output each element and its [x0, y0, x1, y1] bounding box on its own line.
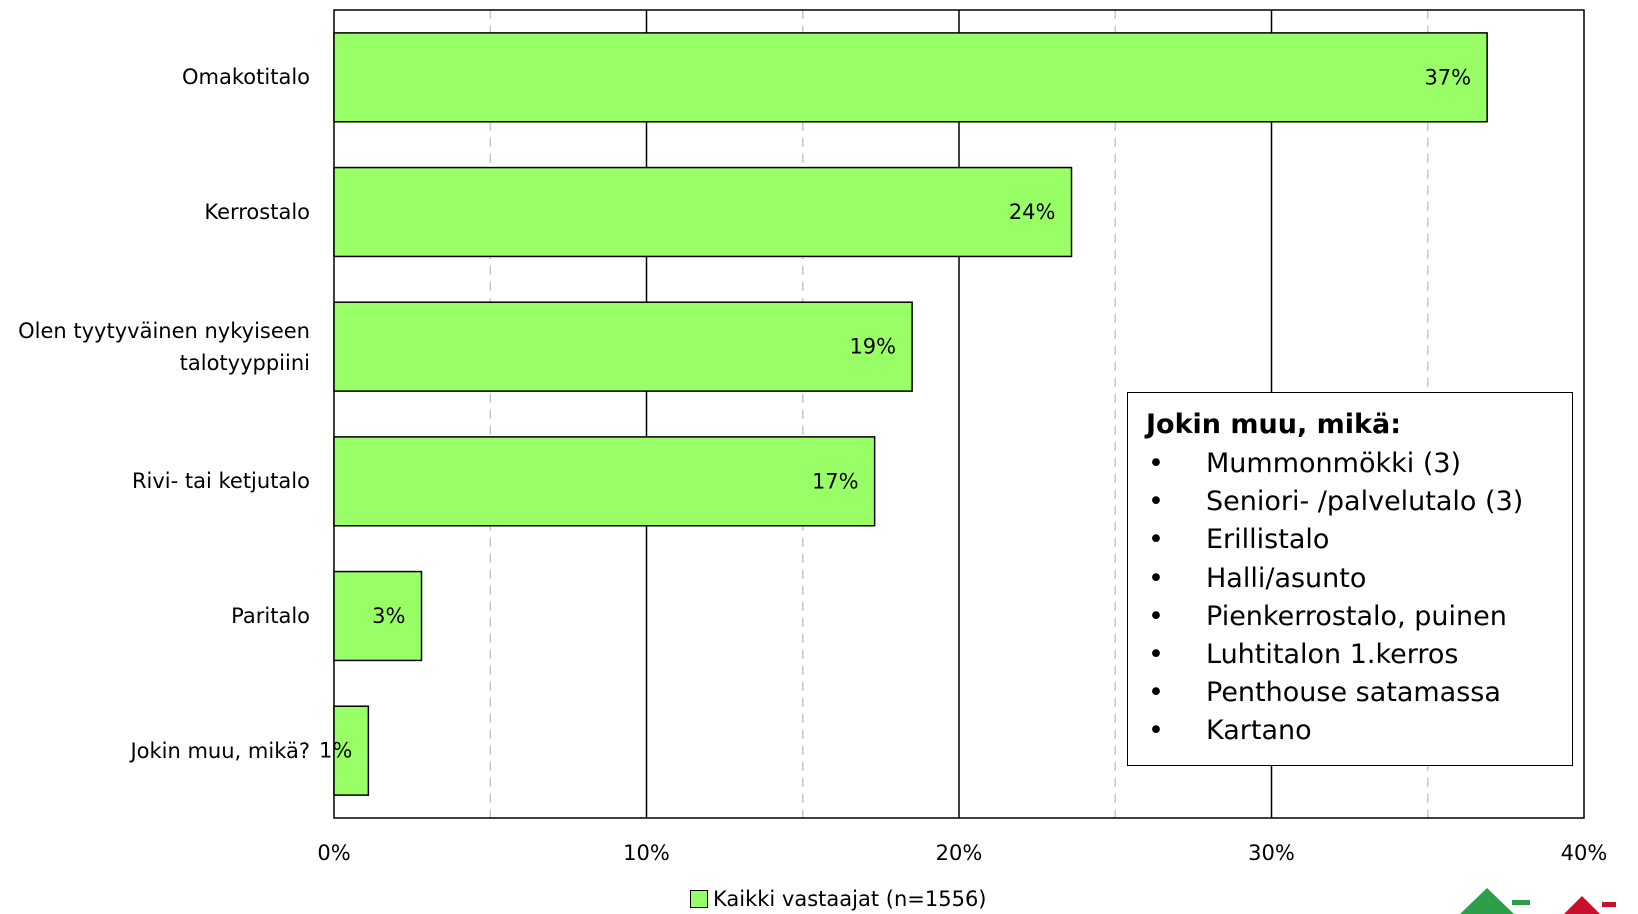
- legend-swatch: [690, 890, 708, 908]
- callout-item: Halli/asunto: [1146, 560, 1554, 598]
- category-label: Paritalo: [0, 600, 310, 632]
- category-label-line: Rivi- tai ketjutalo: [131, 469, 310, 494]
- x-tick-labels: 0% 10% 20% 30% 40%: [317, 841, 1607, 865]
- category-label-line: Paritalo: [231, 604, 310, 628]
- callout-item: Penthouse satamassa: [1146, 674, 1554, 712]
- bar-3: [333, 301, 913, 392]
- data-label-6: 1%: [319, 739, 352, 763]
- bar-6: [333, 705, 370, 796]
- data-label-1: 37%: [1424, 65, 1471, 89]
- callout-item: Pienkerrostalo, puinen: [1146, 598, 1554, 636]
- data-labels: 37% 24% 19% 17% 3% 1%: [319, 65, 1471, 762]
- category-label-line: talotyyppiini: [179, 350, 310, 375]
- bar-1: [333, 32, 1488, 123]
- category-label: Rivi- tai ketjutalo: [0, 465, 310, 497]
- data-label-5: 3%: [372, 604, 405, 628]
- category-label-line: Kerrostalo: [204, 200, 310, 224]
- category-label: Olen tyytyväinen nykyiseen talotyyppiini: [0, 315, 310, 379]
- callout-item: Seniori- /palvelutalo (3): [1146, 483, 1554, 521]
- data-label-4: 17%: [812, 469, 859, 493]
- logo-red-bar: [1602, 902, 1616, 907]
- callout-item: Erillistalo: [1146, 521, 1554, 559]
- logo: [1460, 888, 1616, 914]
- category-label: Kerrostalo: [0, 196, 310, 228]
- callout-item: Luhtitalon 1.kerros: [1146, 636, 1554, 674]
- callout-title: Jokin muu, mikä:: [1146, 409, 1402, 440]
- bar-5: [333, 570, 423, 662]
- callout-item: Mummonmökki (3): [1146, 445, 1554, 483]
- x-tick-label: 40%: [1561, 841, 1608, 865]
- category-label-line: Jokin muu, mikä?: [130, 738, 310, 763]
- category-label: Jokin muu, mikä?: [0, 735, 310, 767]
- logo-green-roof: [1460, 888, 1514, 914]
- plot-frame: [333, 9, 1585, 819]
- callout-list: Mummonmökki (3)Seniori- /palvelutalo (3)…: [1146, 445, 1554, 751]
- logo-green-bar: [1512, 900, 1530, 905]
- bar-4: [333, 436, 876, 527]
- x-tick-label: 30%: [1248, 841, 1295, 865]
- legend-label: Kaikki vastaajat (n=1556): [713, 887, 987, 911]
- logo-red-roof: [1564, 896, 1600, 914]
- grid-lines: [333, 9, 1585, 819]
- bar-2: [333, 166, 1073, 258]
- x-tick-label: 20%: [936, 841, 983, 865]
- legend: Kaikki vastaajat (n=1556): [690, 887, 987, 911]
- data-label-3: 19%: [849, 335, 896, 359]
- category-label-line: Olen tyytyväinen nykyiseen: [18, 318, 310, 343]
- callout-item: Kartano: [1146, 712, 1554, 750]
- bars: [333, 32, 1488, 796]
- category-label: Omakotitalo: [0, 61, 310, 93]
- x-tick-label: 10%: [623, 841, 670, 865]
- data-label-2: 24%: [1009, 200, 1056, 224]
- x-tick-label: 0%: [317, 841, 350, 865]
- category-label-line: Omakotitalo: [182, 65, 310, 90]
- other-answers-callout: Jokin muu, mikä: Mummonmökki (3)Seniori-…: [1127, 392, 1573, 766]
